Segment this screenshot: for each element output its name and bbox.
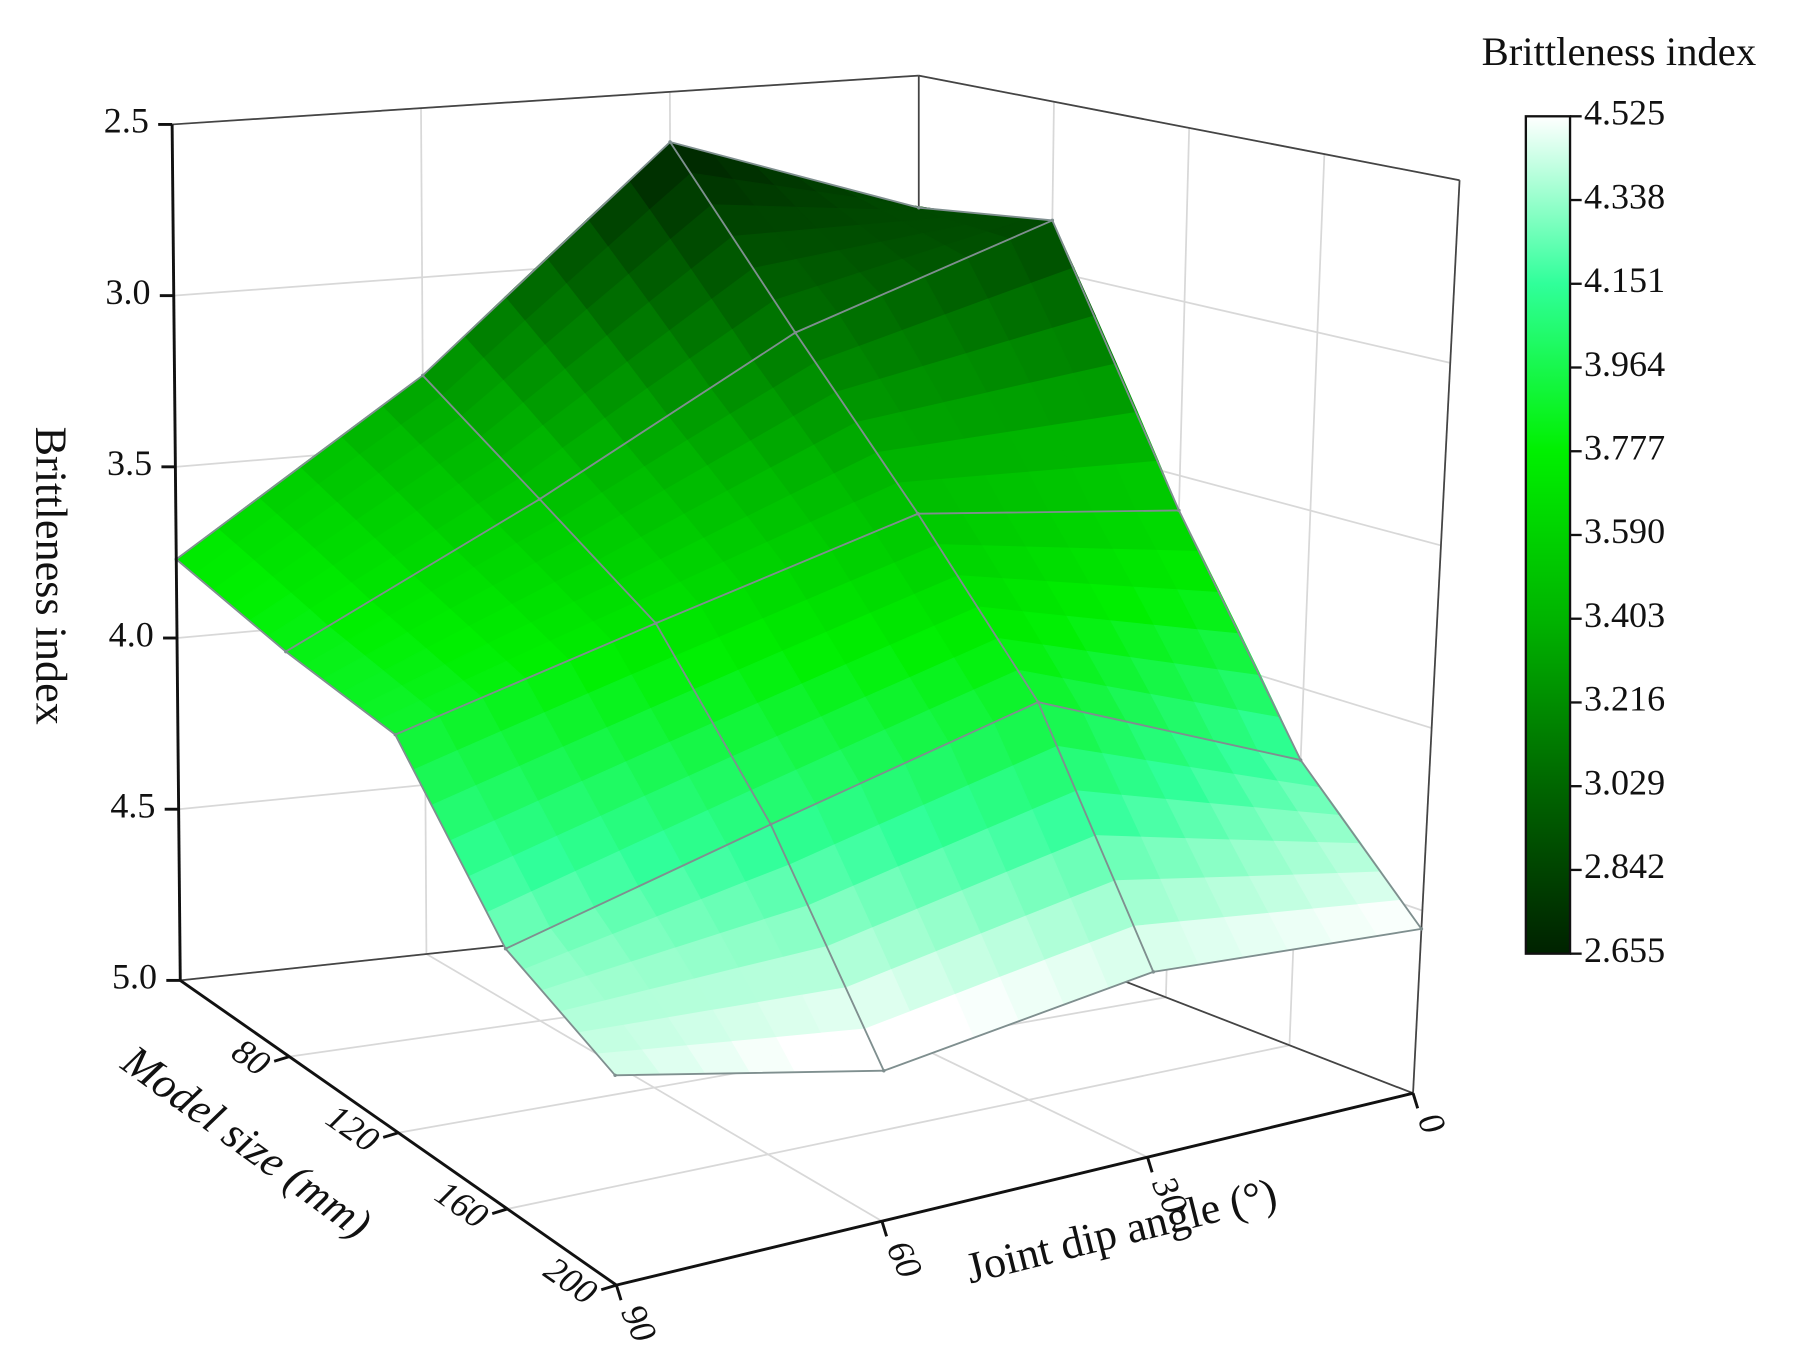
y-tick-label: 160 <box>428 1172 495 1236</box>
colorbar-tick-label: 3.590 <box>1584 511 1665 551</box>
z-tick-label: 4.5 <box>110 785 155 825</box>
x-tick <box>1146 1156 1154 1173</box>
surface-vertex <box>882 1068 886 1073</box>
surface-vertex <box>1298 758 1303 762</box>
colorbar <box>1524 115 1572 955</box>
surface-vertex <box>917 205 921 210</box>
surface-vertex <box>654 621 658 625</box>
surface-vertex <box>768 822 773 827</box>
colorbar-tick-label: 3.777 <box>1584 428 1665 468</box>
grid-line <box>507 1044 1290 1210</box>
box-edge <box>172 74 919 126</box>
surface-vertex <box>793 330 798 335</box>
colorbar-tick-label: 4.151 <box>1584 260 1665 300</box>
y-tick <box>273 1055 290 1063</box>
surface-vertex <box>1050 218 1055 223</box>
y-tick-label: 120 <box>319 1096 386 1160</box>
colorbar-tick-label: 3.403 <box>1584 595 1665 635</box>
y-tick-label: 80 <box>225 1030 277 1083</box>
colorbar-tick-label: 3.964 <box>1584 344 1665 384</box>
x-tick-label: 0 <box>1410 1106 1454 1139</box>
surface-vertex <box>1177 508 1181 513</box>
x-tick-label: 60 <box>879 1234 930 1284</box>
colorbar-tick-label: 2.842 <box>1584 846 1665 886</box>
surface-vertex <box>420 373 425 378</box>
surface-vertex <box>393 732 398 737</box>
x-tick <box>880 1220 888 1237</box>
z-axis-title: Brittleness index <box>26 427 75 725</box>
z-axis <box>170 124 182 981</box>
x-tick <box>1411 1092 1420 1109</box>
y-tick-label: 200 <box>537 1249 604 1313</box>
surface-vertex <box>537 497 542 501</box>
surface-vertex <box>1036 700 1040 704</box>
mesh-line <box>505 701 1301 950</box>
y-tick <box>600 1283 617 1292</box>
mesh-line <box>175 140 920 561</box>
surface-vertex <box>613 1073 617 1078</box>
z-tick-label: 4.0 <box>109 614 154 654</box>
surface-vertex <box>503 947 508 951</box>
surface-vertex <box>1419 927 1424 931</box>
z-tick-label: 3.5 <box>107 443 152 483</box>
colorbar-tick-label: 3.029 <box>1584 762 1665 802</box>
mesh-line <box>615 927 1422 1077</box>
colorbar-title: Brittleness index <box>1482 29 1757 74</box>
mesh-line <box>394 509 1179 736</box>
surface-vertex <box>916 511 920 516</box>
colorbar-tick-label: 3.216 <box>1584 679 1665 719</box>
surface-vertex <box>668 140 672 144</box>
y-tick <box>382 1131 399 1139</box>
x-axis <box>616 1091 1414 1287</box>
z-tick-label: 2.5 <box>104 101 149 141</box>
y-tick <box>491 1207 508 1215</box>
colorbar-tick-label: 4.338 <box>1584 176 1665 216</box>
mesh-line <box>285 219 1053 653</box>
z-tick-label: 3.0 <box>105 272 150 312</box>
box-edge <box>918 74 1460 182</box>
x-tick-label: 90 <box>613 1298 664 1348</box>
x-axis-title: Joint dip angle (°) <box>961 1169 1282 1294</box>
x-tick <box>615 1284 623 1301</box>
colorbar-tick-label: 2.655 <box>1584 930 1665 970</box>
plot: 2.53.03.54.04.55.0801201602000306090Brit… <box>26 29 1756 1348</box>
box-edge <box>1412 180 1461 1094</box>
surface-vertex <box>1151 970 1156 974</box>
z-tick-label: 5.0 <box>112 957 157 997</box>
surface-vertex <box>284 649 288 654</box>
colorbar-tick-label: 4.525 <box>1584 93 1665 133</box>
